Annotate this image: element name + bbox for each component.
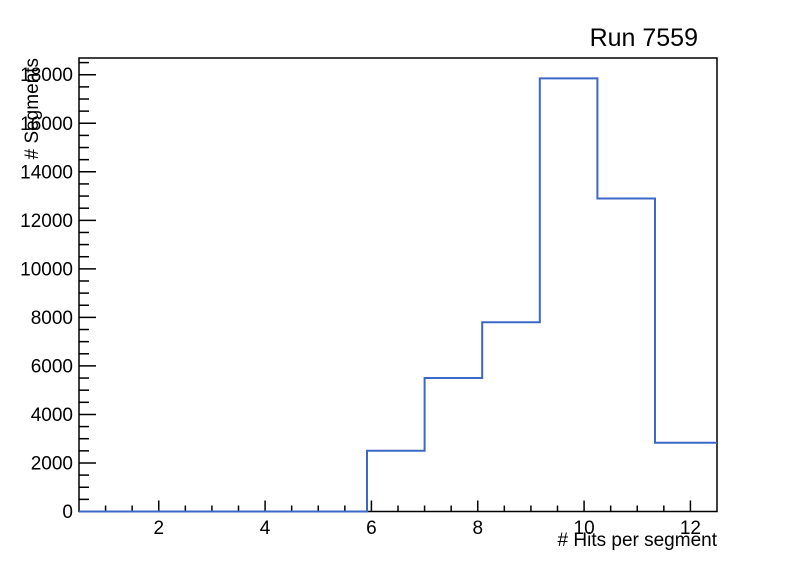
y-tick-label: 10000: [20, 259, 73, 280]
y-tick-label: 14000: [20, 162, 73, 183]
chart-title: Run 7559: [590, 24, 698, 52]
y-tick-label: 2000: [31, 453, 73, 474]
x-tick-label: 4: [260, 518, 271, 539]
x-axis-title: # Hits per segment: [558, 530, 718, 551]
y-tick-label: 6000: [31, 356, 73, 377]
x-tick-label: 10: [574, 518, 595, 539]
x-axis-ticks: [104, 500, 692, 512]
x-tick-label: 12: [680, 518, 701, 539]
histogram-line: [79, 77, 717, 513]
plot-frame: [78, 57, 718, 513]
y-axis-title: # Segments: [22, 58, 43, 159]
y-tick-label: 16000: [20, 114, 73, 135]
y-axis-tick-labels: 0 2000 4000 6000 8000 10000 12000 14000 16000 180…: [20, 65, 73, 523]
y-tick-label: 0: [62, 502, 73, 523]
x-axis-tick-labels: 2 4 6 8 10 12: [153, 518, 701, 539]
y-axis-ticks: [79, 61, 96, 513]
x-tick-label: 6: [366, 518, 377, 539]
y-tick-label: 18000: [20, 65, 73, 86]
y-tick-label: 8000: [31, 308, 73, 329]
x-tick-label: 8: [472, 518, 483, 539]
x-tick-label: 2: [153, 518, 164, 539]
y-tick-label: 4000: [31, 405, 73, 426]
y-tick-label: 12000: [20, 211, 73, 232]
